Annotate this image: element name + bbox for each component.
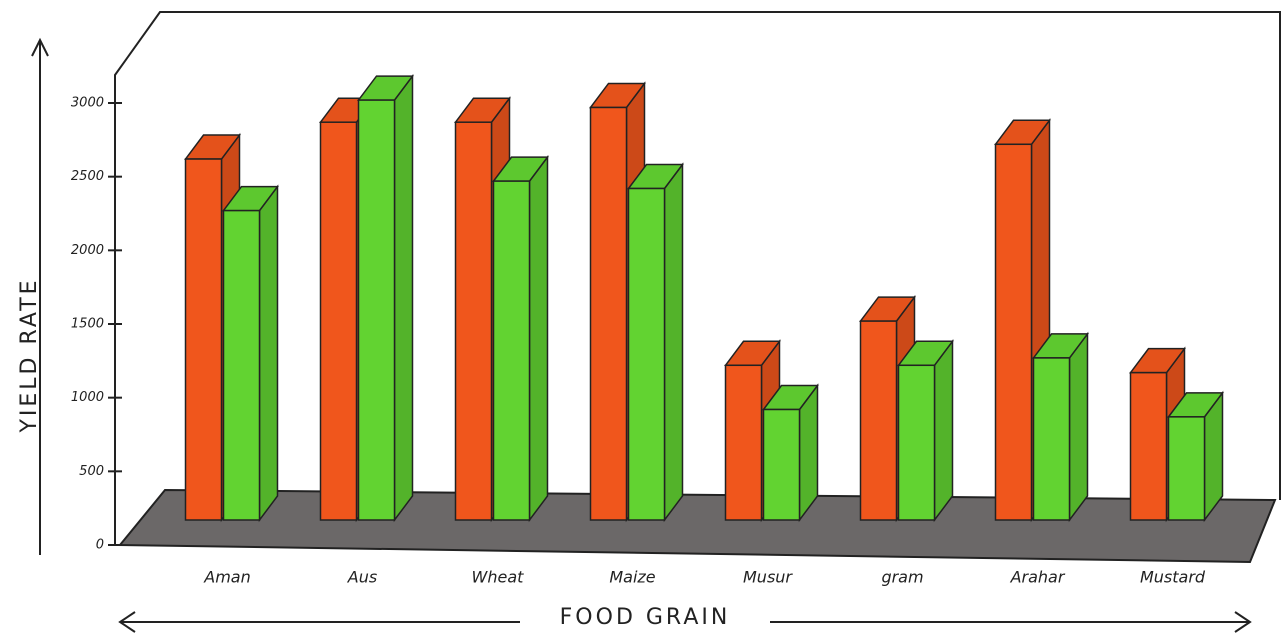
bar-side <box>528 154 549 523</box>
bar <box>319 121 358 521</box>
bar-side <box>663 162 684 523</box>
bar <box>184 158 223 521</box>
y-tick-label: 3000 <box>71 96 104 111</box>
x-tick-label: Maize <box>609 568 655 587</box>
bar-side <box>1068 331 1089 523</box>
bar <box>1167 416 1206 521</box>
x-arrowhead-left <box>118 611 136 633</box>
y-tick-label: 2500 <box>71 169 104 184</box>
bar <box>222 209 261 521</box>
y-axis-title: YIELD RATE <box>17 277 42 433</box>
x-arrowhead-right <box>1234 611 1252 633</box>
x-tick-label: Musur <box>743 568 793 587</box>
y-tick-label: 2000 <box>71 243 104 258</box>
x-tick-label: Aman <box>203 568 250 587</box>
floor <box>117 488 1277 564</box>
bar <box>492 180 531 521</box>
bar <box>897 364 936 521</box>
bar <box>627 187 666 521</box>
y-tick-label: 1000 <box>71 390 104 405</box>
bar <box>454 121 493 521</box>
bar <box>589 106 628 521</box>
x-tick-label: Aus <box>347 568 377 587</box>
y-tick-label: 1500 <box>71 317 104 332</box>
y-axis-arrow <box>31 37 49 57</box>
bar <box>994 143 1033 521</box>
x-tick-label: Wheat <box>472 568 525 587</box>
bar <box>724 364 763 521</box>
bar <box>762 408 801 521</box>
bar-side <box>258 184 279 523</box>
bar <box>859 320 898 521</box>
bar <box>1129 371 1168 521</box>
y-tick-label: 500 <box>79 464 104 479</box>
x-tick-label: Mustard <box>1140 568 1206 587</box>
x-tick-label: Arahar <box>1010 568 1066 587</box>
x-axis-title: FOOD GRAIN <box>560 605 731 630</box>
y-tick-label: 0 <box>96 538 104 553</box>
bar-side <box>933 339 954 523</box>
bar <box>1032 357 1071 521</box>
x-tick-label: gram <box>881 568 923 587</box>
bar <box>357 99 396 521</box>
chart-frame <box>114 11 1281 545</box>
bar-side <box>393 73 414 523</box>
